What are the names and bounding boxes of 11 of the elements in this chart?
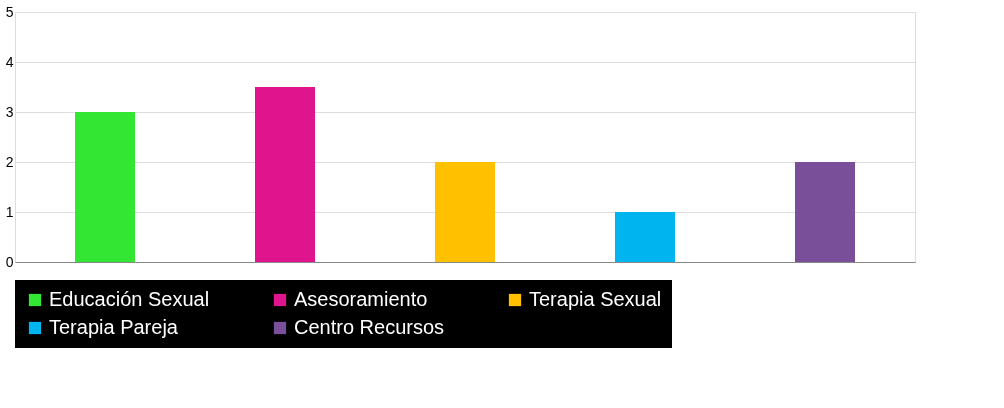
y-tick-label: 5	[5, 3, 14, 20]
legend-label: Terapia Pareja	[49, 316, 179, 338]
legend-label: Asesoramiento	[294, 288, 428, 310]
legend-label: Educación Sexual	[49, 288, 210, 310]
y-tick-label: 0	[5, 253, 14, 270]
y-tick-label: 4	[5, 53, 14, 70]
y-tick-label: 3	[5, 103, 14, 120]
legend-label: Terapia Sexual	[529, 288, 662, 310]
y-tick-label: 1	[5, 203, 14, 220]
y-tick-label: 2	[5, 153, 14, 170]
legend-label: Centro Recursos	[294, 316, 445, 338]
